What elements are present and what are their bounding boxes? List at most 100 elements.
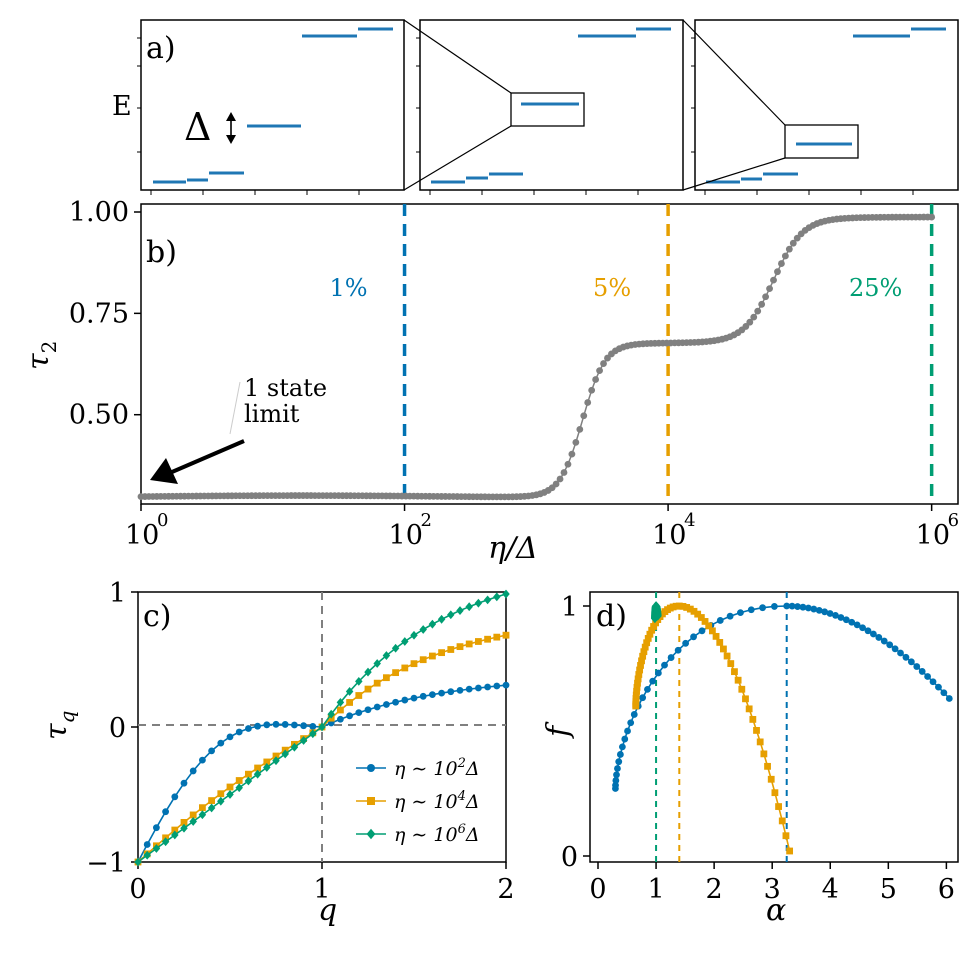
f-alpha-point-0 [674, 646, 682, 654]
tau-q-point-0 [281, 721, 289, 728]
f-alpha-point-0 [649, 677, 657, 685]
tau-q-point-2 [226, 790, 234, 799]
f-alpha-point-0 [902, 653, 910, 661]
f-alpha-point-0 [918, 668, 926, 675]
tau2-point [746, 318, 754, 326]
legend-label-2: η ∼ 106Δ [394, 822, 480, 846]
f-alpha-point-0 [832, 611, 839, 619]
tau-q-point-0 [337, 715, 344, 723]
f-alpha-point-0 [859, 624, 866, 632]
delta-label: Δ [184, 105, 211, 149]
f-alpha-point-1 [640, 648, 648, 656]
b-xtick-exponent: 2 [421, 510, 432, 531]
f-alpha-point-0 [842, 616, 850, 624]
tau-q-point-2 [143, 850, 151, 860]
tau-q-point-2 [309, 729, 317, 739]
f-alpha-point-1 [638, 657, 645, 665]
tau-q-point-2 [327, 709, 335, 719]
f-alpha-point-0 [612, 777, 620, 784]
f-alpha-point-1 [723, 652, 731, 660]
b-xtick-exponent: 6 [948, 510, 959, 531]
f-alpha-point-0 [624, 727, 631, 735]
f-alpha-point-0 [614, 765, 621, 772]
annotation-slash [229, 381, 241, 435]
panel-c-ylabel: τq [39, 711, 79, 740]
threshold-lines: 1% 5% 25% [330, 204, 934, 504]
tau-q-point-2 [419, 625, 427, 634]
zoom-line-1a [403, 19, 512, 94]
f-alpha-point-1 [742, 695, 749, 703]
f-alpha-point-1 [632, 691, 640, 699]
f-alpha-point-0 [613, 771, 620, 779]
tau-q-point-0 [208, 747, 216, 755]
tau-q-point-1 [456, 643, 464, 651]
tau2-point [785, 245, 793, 253]
tau-q-point-1 [419, 656, 427, 664]
d-ytick-label: 1 [561, 592, 578, 623]
threshold-label-5%: 5% [593, 274, 631, 302]
d-xtick-label: 0 [589, 874, 606, 905]
f-alpha-point-0 [929, 678, 937, 686]
f-alpha-point-1 [686, 605, 694, 613]
b-xtick-label: 10 [125, 520, 159, 551]
f-alpha-point-0 [682, 639, 690, 647]
f-alpha-point-1 [764, 762, 771, 770]
tau-q-point-2 [364, 667, 372, 677]
f-alpha-series [612, 601, 953, 855]
tau-q-point-1 [171, 826, 179, 834]
tau-q-point-2 [391, 643, 400, 653]
zoom-line-2b [682, 157, 786, 191]
tau-q-point-1 [364, 685, 372, 693]
tau-q-point-0 [419, 692, 427, 700]
tau2-point [560, 469, 568, 476]
f-alpha-point-0 [621, 735, 629, 743]
panel-d-xlabel: α [766, 893, 786, 928]
threshold-label-1%: 1% [330, 274, 368, 302]
panel-c-label: c) [143, 599, 172, 634]
f-alpha-point-0 [654, 669, 662, 677]
tau-q-point-2 [161, 837, 170, 847]
tau-q-point-0 [199, 756, 206, 764]
tau-q-point-2 [207, 803, 216, 813]
f-alpha-point-0 [853, 621, 861, 629]
f-alpha-point-0 [804, 604, 812, 612]
tau-q-point-0 [143, 841, 151, 848]
tau-q-point-1 [373, 679, 381, 687]
tau-q-point-2 [152, 844, 161, 853]
tau2-point [592, 376, 600, 383]
legend-marker-2 [366, 828, 376, 840]
tau-q-point-0 [447, 688, 455, 696]
tau-q-point-2 [456, 606, 464, 615]
tau2-point [789, 239, 797, 247]
c-xtick-label: 1 [313, 874, 330, 905]
tau-q-point-0 [263, 721, 271, 729]
alpha-peak-lines [655, 592, 788, 862]
f-alpha-point-0 [826, 610, 834, 617]
tau2-point [588, 386, 596, 394]
tau2-series [137, 213, 936, 501]
energy-axis-label: E [112, 91, 132, 122]
f-alpha-point-1 [716, 639, 724, 646]
tau-q-point-0 [383, 701, 390, 708]
tau2-point [754, 307, 762, 315]
tau-q-point-1 [392, 669, 399, 677]
tau-q-point-2 [336, 697, 345, 707]
tau-q-point-0 [226, 733, 234, 741]
f-alpha-point-1 [641, 643, 649, 651]
f-alpha-point-1 [635, 671, 643, 678]
d-xtick-label: 5 [880, 874, 897, 905]
tau-q-point-1 [199, 804, 206, 812]
tau-q-point-1 [226, 783, 234, 791]
tau-q-point-2 [382, 651, 391, 660]
zoom-box-2 [784, 124, 859, 159]
f-alpha-point-1 [646, 630, 654, 638]
panel-c-ticks: 0 1 2−101 [86, 578, 514, 905]
tau-q-point-0 [180, 779, 188, 787]
d-ytick-label: 0 [561, 842, 578, 873]
tau2-point [572, 438, 580, 446]
tau-q-point-2 [355, 676, 363, 686]
f-alpha-point-0 [639, 694, 647, 702]
tau-q-point-0 [364, 706, 372, 714]
b-ytick-label: 0.50 [69, 400, 129, 431]
